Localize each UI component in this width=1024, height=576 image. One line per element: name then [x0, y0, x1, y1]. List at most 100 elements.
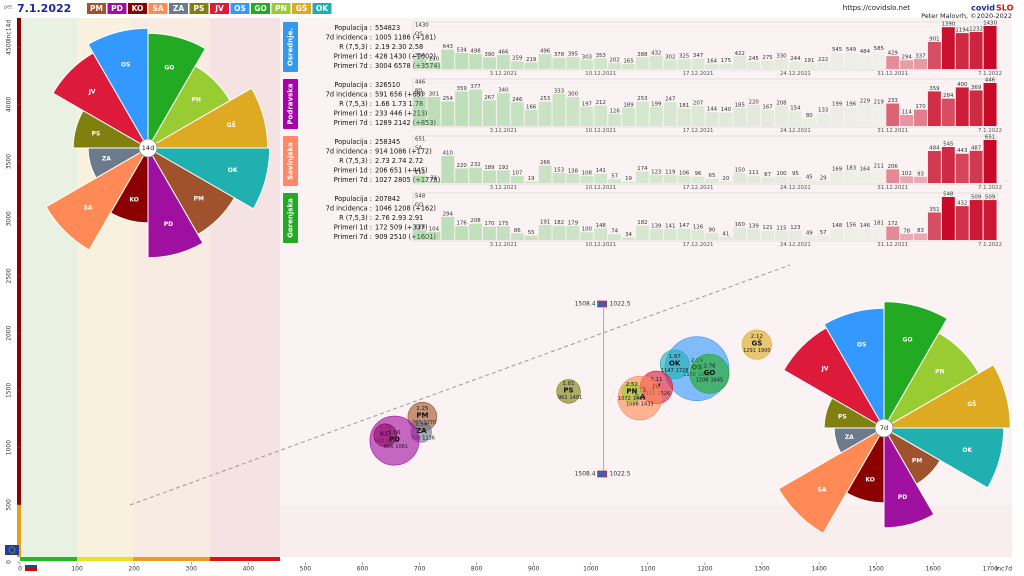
- bar-value: 100: [582, 227, 593, 233]
- bar-value: 301: [429, 91, 439, 97]
- x-tick-label: 17.12.2021: [683, 242, 714, 248]
- bar: [427, 62, 441, 69]
- bar-value: 139: [651, 224, 662, 230]
- legend-swatch: [312, 3, 332, 14]
- stat-value: 591 656 (+65): [375, 91, 423, 99]
- bar-value: 19: [625, 176, 632, 182]
- bar: [496, 170, 510, 183]
- bar: [663, 59, 677, 69]
- bar: [622, 64, 635, 69]
- stat-value: 909 2510 (+1601): [375, 233, 436, 241]
- legend-label: PM: [90, 4, 103, 13]
- bar: [983, 83, 997, 126]
- x-tick-label: 24.12.2021: [780, 128, 811, 134]
- legend-label: SA: [152, 4, 163, 13]
- bar: [635, 171, 649, 183]
- bar: [705, 64, 719, 69]
- x-tick-label: 3.12.2021: [490, 71, 517, 77]
- bar-value: 93: [917, 171, 924, 177]
- bar-value: 147: [679, 223, 689, 229]
- y-tick-label: 1430: [415, 23, 429, 29]
- bar: [872, 225, 886, 240]
- bar-value: 49: [806, 231, 813, 237]
- x-tick-label: 7.1.2022: [978, 242, 1002, 248]
- bar: [733, 108, 747, 126]
- bubble-y: 1061: [395, 444, 408, 450]
- reference-label: 1508.4: [575, 301, 596, 308]
- bar: [649, 106, 663, 126]
- bar: [552, 57, 566, 69]
- panel-code: SA: [415, 146, 423, 152]
- bar-value: 141: [665, 223, 675, 229]
- bar: [496, 54, 510, 69]
- bar-value: 123: [651, 169, 661, 175]
- bar: [733, 227, 747, 240]
- bar-value: 484: [860, 49, 871, 55]
- panel-title: Savinjska: [287, 142, 295, 180]
- bar: [691, 58, 705, 69]
- bar: [524, 62, 538, 69]
- bubble-r: 2.11: [650, 377, 662, 383]
- stat-label: 7d incidenca :: [326, 205, 372, 213]
- stat-label: 7d incidenca :: [326, 148, 372, 156]
- bar-value: 219: [874, 99, 885, 105]
- bar: [510, 102, 524, 126]
- bar: [483, 100, 496, 126]
- bar: [594, 173, 608, 183]
- bar: [427, 180, 441, 183]
- bar: [941, 27, 955, 69]
- bar: [886, 169, 900, 183]
- bar-value: 31: [430, 175, 437, 181]
- x-color-bar: [210, 557, 280, 561]
- rose-label: ZA: [102, 156, 111, 163]
- bar: [552, 172, 566, 183]
- bubble-r: 2.52: [626, 382, 638, 388]
- x-tick-label: 300: [186, 566, 198, 573]
- bar-value: 140: [721, 107, 732, 113]
- bubble-name: PN: [626, 387, 637, 395]
- y-tick-label: 500: [6, 499, 13, 511]
- panel-frame: [412, 135, 998, 185]
- bar-value: 65: [709, 173, 716, 179]
- bubble: [741, 329, 772, 360]
- rose-center: [874, 418, 894, 438]
- bar-value: 45: [806, 175, 813, 181]
- bubble-x: 1086: [626, 402, 639, 408]
- y-tick-label: 446: [415, 80, 426, 86]
- bar: [927, 91, 941, 126]
- bar: [761, 60, 775, 69]
- bar: [538, 165, 552, 183]
- stat-value: 207842: [375, 195, 400, 203]
- legend-label: KO: [132, 4, 144, 13]
- stat-label: Primeri 1d :: [334, 110, 372, 118]
- bar-value: 585: [874, 46, 884, 52]
- bar-value: 100: [776, 171, 787, 177]
- bar-value: 244: [790, 56, 801, 62]
- bar: [830, 171, 844, 183]
- rose-wedge: [146, 147, 271, 210]
- bubble-y: 1728: [676, 368, 689, 374]
- bar: [483, 226, 496, 240]
- legend-label: ZA: [173, 4, 184, 13]
- rose-label: PM: [194, 195, 204, 202]
- x-tick-label: 3.12.2021: [490, 128, 517, 134]
- bar: [580, 232, 594, 240]
- bar-value: 369: [971, 85, 982, 91]
- bar: [775, 105, 788, 126]
- stat-value: 233 446 (+213): [375, 110, 428, 118]
- bar: [983, 200, 997, 240]
- x-tick-label: 31.12.2021: [877, 128, 908, 134]
- rose-wedge: [882, 364, 1011, 429]
- bar: [969, 200, 983, 240]
- stat-value: 1289 2142 (+853): [375, 119, 436, 127]
- bubble-name: PD: [389, 436, 400, 444]
- x-axis-label: Inc7d: [996, 566, 1013, 573]
- bar: [677, 59, 691, 69]
- bar-value: 466: [498, 49, 509, 55]
- rose-label: OS: [121, 61, 130, 68]
- bar-value: 377: [470, 84, 480, 90]
- x-tick-label: 100: [71, 566, 83, 573]
- x-tick-label: 0: [18, 566, 22, 573]
- bar-value: 166: [526, 104, 537, 110]
- bar-value: 139: [749, 224, 760, 230]
